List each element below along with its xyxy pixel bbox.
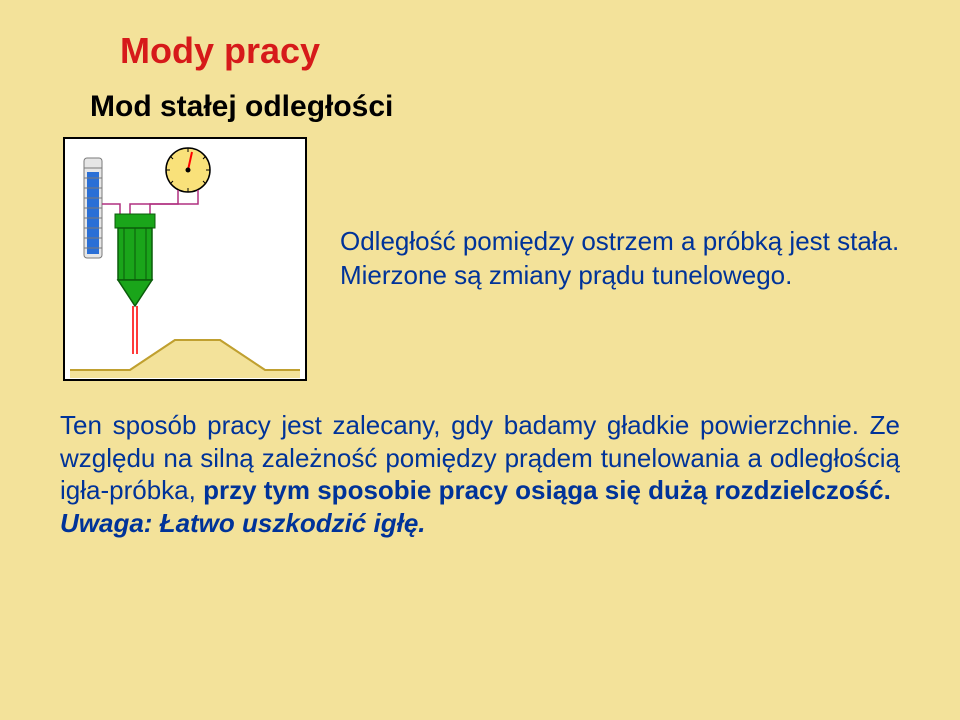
body-paragraph: Ten sposób pracy jest zalecany, gdy bada… [60, 409, 900, 539]
body-sentence-1: Ten sposób pracy jest zalecany, gdy bada… [60, 410, 870, 440]
page-subtitle: Mod stałej odległości [90, 90, 900, 124]
side-line-1: Odległość pomiędzy ostrzem a próbką jest… [340, 226, 899, 256]
diagram-container [60, 134, 310, 384]
body-warning: Uwaga: Łatwo uszkodzić igłę. [60, 508, 426, 538]
side-description: Odległość pomiędzy ostrzem a próbką jest… [340, 225, 899, 293]
slide-page: Mody pracy Mod stałej odległości [0, 0, 960, 720]
body-sentence-2b: przy tym sposobie pracy osiąga się dużą … [203, 475, 891, 505]
page-title: Mody pracy [120, 30, 900, 72]
stm-diagram [60, 134, 310, 384]
content-row: Odległość pomiędzy ostrzem a próbką jest… [60, 134, 900, 384]
side-line-2: Mierzone są zmiany prądu tunelowego. [340, 260, 792, 290]
